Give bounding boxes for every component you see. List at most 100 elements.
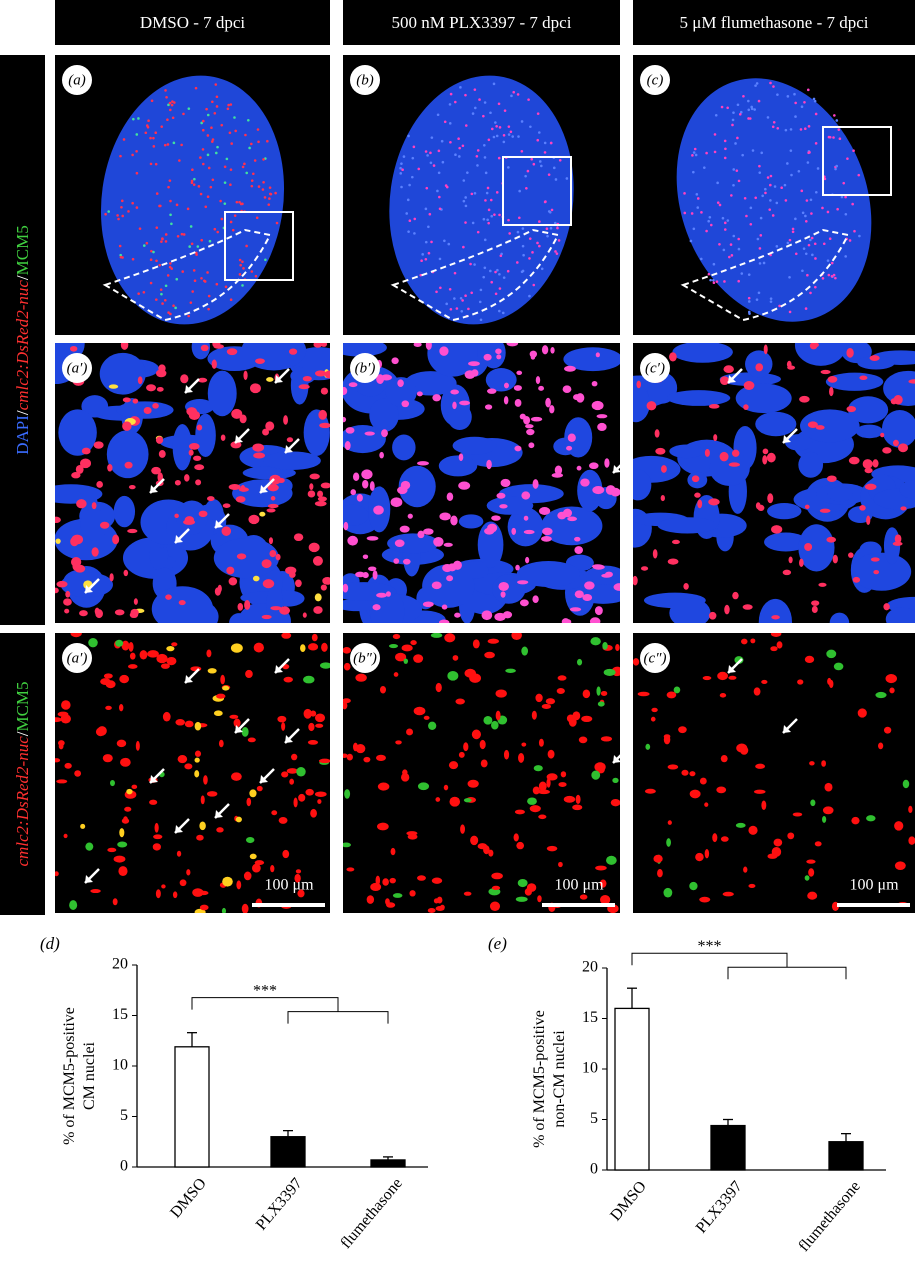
panel-content — [343, 633, 620, 913]
nucleus — [172, 141, 176, 145]
bar — [370, 1159, 406, 1168]
nucleus — [190, 242, 194, 246]
dapi-blob — [672, 343, 733, 363]
nucleus — [282, 849, 290, 859]
nucleus — [516, 93, 520, 96]
dapi-blob — [55, 484, 103, 504]
nucleus — [297, 889, 305, 898]
nucleus — [689, 789, 701, 799]
nucleus — [807, 125, 811, 128]
nucleus — [502, 276, 506, 279]
dapi-blob — [669, 444, 705, 459]
nucleus — [755, 763, 766, 769]
nucleus — [261, 188, 265, 191]
nucleus — [748, 825, 758, 835]
nucleus — [107, 210, 110, 213]
nucleus — [231, 408, 243, 419]
nucleus — [207, 307, 210, 311]
nucleus — [247, 118, 250, 122]
nucleus — [463, 742, 469, 752]
nucleus — [822, 806, 834, 815]
significance-stars: *** — [253, 982, 277, 999]
nucleus — [214, 83, 218, 86]
nucleus — [168, 101, 172, 105]
nucleus — [728, 462, 741, 467]
nucleus — [318, 758, 330, 764]
nucleus — [742, 604, 753, 610]
nucleus — [810, 212, 813, 215]
nucleus — [507, 218, 510, 222]
nucleus — [654, 429, 660, 438]
nucleus — [63, 598, 72, 606]
nucleus — [804, 504, 810, 510]
nucleus — [554, 250, 557, 253]
nucleus — [828, 135, 832, 139]
nucleus — [693, 147, 697, 151]
nucleus — [846, 157, 849, 160]
nucleus — [293, 797, 298, 808]
nucleus — [462, 199, 466, 203]
nucleus — [429, 151, 432, 155]
nucleus — [355, 673, 367, 682]
nucleus — [894, 861, 906, 870]
nucleus — [152, 136, 155, 140]
nucleus — [245, 836, 255, 844]
nucleus — [517, 135, 520, 138]
dapi-blob — [58, 409, 97, 456]
nucleus — [723, 139, 727, 143]
nucleus — [243, 162, 246, 166]
nucleus — [407, 513, 413, 519]
column-title: 5 μM flumethasone - 7 dpci — [680, 13, 869, 32]
nucleus — [761, 679, 768, 684]
nucleus — [737, 179, 741, 183]
nucleus — [154, 822, 159, 833]
nucleus — [731, 118, 735, 122]
nucleus — [535, 693, 543, 703]
nucleus — [170, 267, 173, 270]
nucleus — [707, 219, 710, 223]
nucleus — [343, 698, 351, 704]
nucleus — [769, 174, 773, 178]
dapi-blob — [798, 451, 824, 478]
nucleus — [160, 292, 163, 296]
nucleus — [503, 382, 509, 389]
nucleus — [468, 361, 480, 367]
nucleus — [771, 525, 783, 534]
nucleus — [702, 675, 712, 681]
nucleus — [691, 475, 700, 483]
y-tick-label: 20 — [582, 959, 598, 976]
nucleus — [175, 719, 186, 726]
nucleus — [794, 115, 797, 118]
nucleus — [723, 228, 727, 231]
nucleus — [532, 786, 540, 795]
dapi-blob — [404, 371, 457, 396]
y-axis-label: % of MCM5-positive non-CM nuclei — [531, 1010, 568, 1148]
nucleus — [788, 556, 793, 564]
nucleus — [543, 141, 547, 145]
nucleus — [215, 282, 219, 286]
panel-content — [633, 343, 915, 623]
dapi-blob — [385, 377, 417, 407]
nucleus — [433, 536, 444, 547]
nucleus — [580, 478, 590, 487]
nucleus — [803, 100, 806, 104]
nucleus — [159, 288, 163, 291]
side-bar — [0, 633, 45, 915]
nucleus — [540, 267, 544, 271]
nucleus — [389, 877, 396, 884]
nucleus — [308, 722, 315, 732]
nucleus — [220, 123, 224, 127]
nucleus — [257, 140, 260, 144]
nucleus — [417, 530, 425, 539]
dapi-blob — [885, 607, 915, 623]
nucleus — [844, 212, 848, 216]
nucleus — [429, 161, 433, 165]
nucleus — [494, 270, 497, 274]
nucleus — [250, 142, 253, 146]
nucleus — [472, 639, 480, 649]
nucleus — [233, 718, 241, 728]
nucleus — [307, 643, 319, 651]
nucleus — [381, 429, 388, 438]
nucleus — [737, 247, 741, 251]
dapi-blob — [633, 455, 681, 483]
